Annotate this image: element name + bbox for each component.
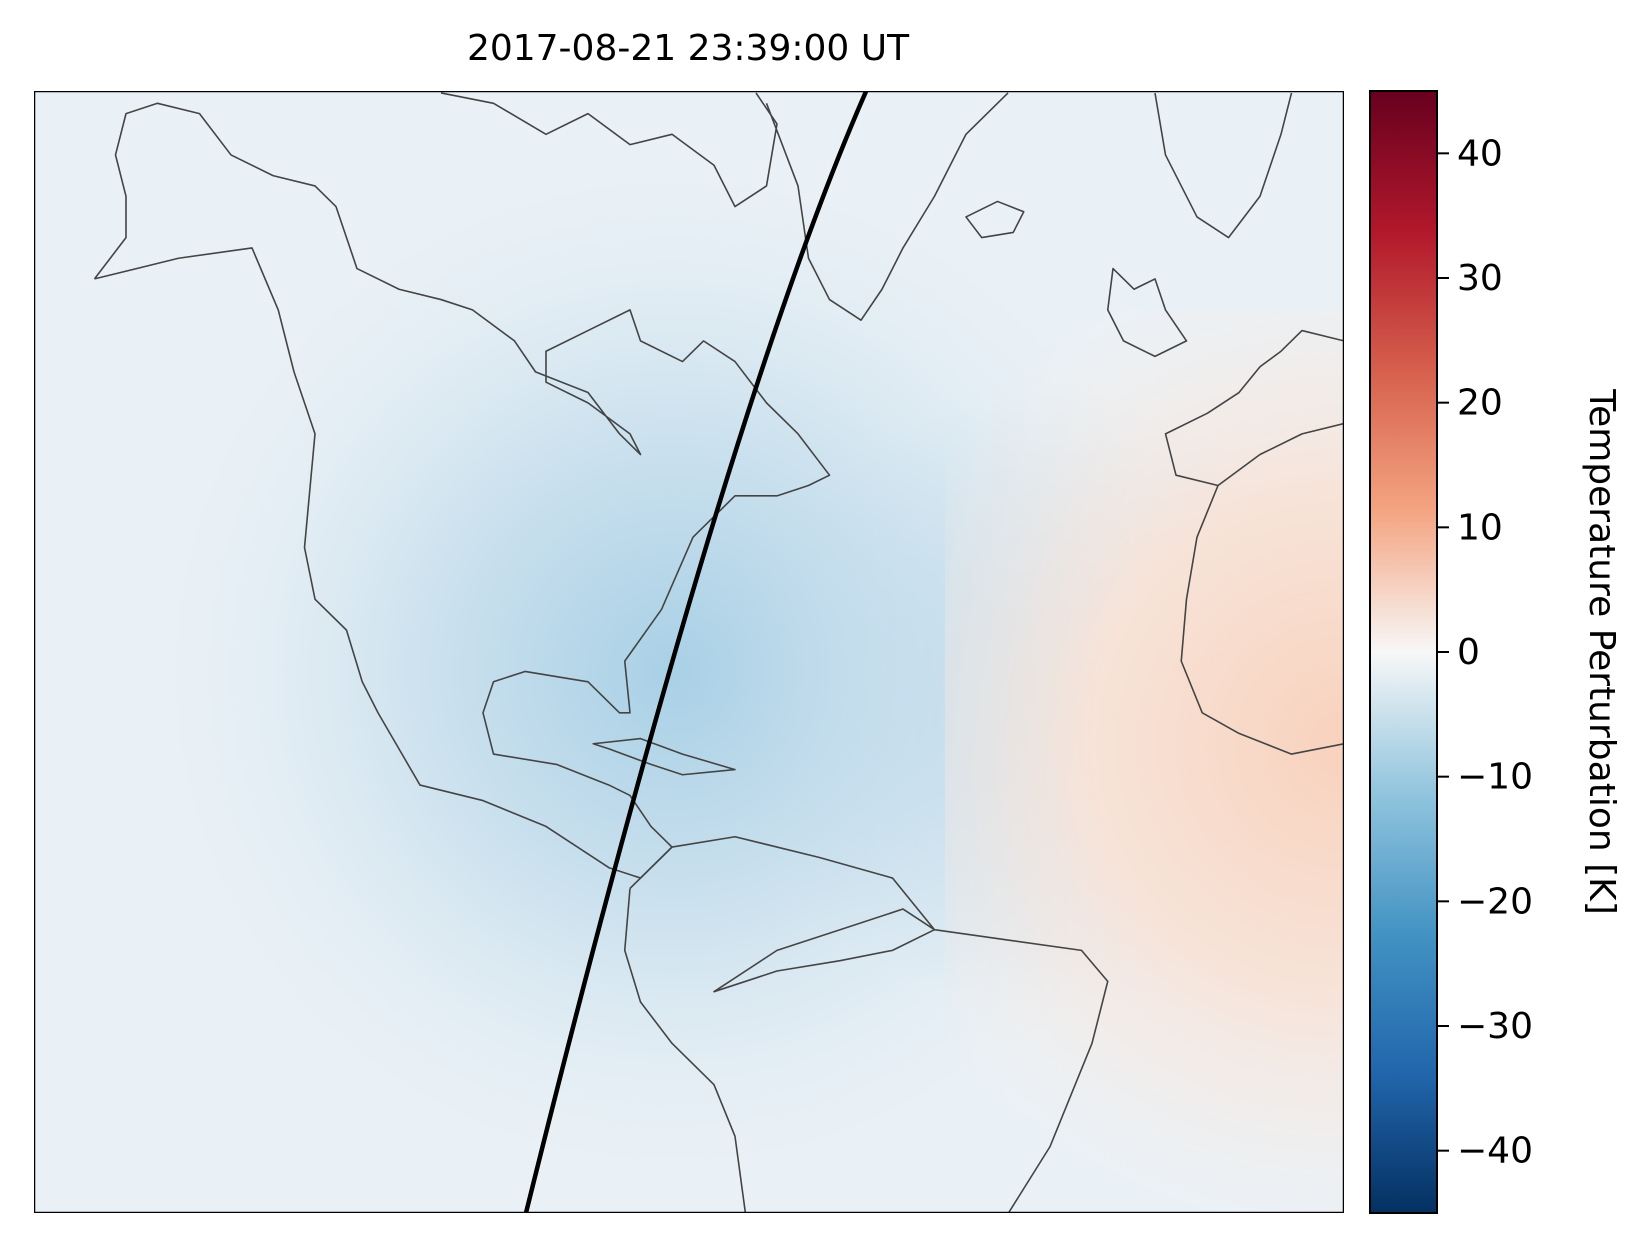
colorbar-tick-label: 0 <box>1457 632 1480 673</box>
eclipse-path <box>525 91 866 1217</box>
colorbar-tick-label: −10 <box>1457 757 1533 798</box>
colorbar-tick-label: 10 <box>1457 507 1503 548</box>
colorbar-tick-label: 30 <box>1457 258 1503 299</box>
colorbar-tick-label: 20 <box>1457 383 1503 424</box>
map-content <box>34 91 1344 1217</box>
colorbar-tick-label: −20 <box>1457 881 1533 922</box>
colorbar-label: Temperature Perturbation [K] <box>1581 388 1622 915</box>
colorbar-tick-label: −30 <box>1457 1006 1533 1047</box>
colorbar <box>1369 90 1438 1214</box>
map <box>34 91 1344 1217</box>
colorbar-tick-label: 40 <box>1457 133 1503 174</box>
coastline <box>94 103 829 878</box>
colorbar-tick-label: −40 <box>1457 1131 1533 1172</box>
map-title: 2017-08-21 23:39:00 UT <box>467 28 910 69</box>
